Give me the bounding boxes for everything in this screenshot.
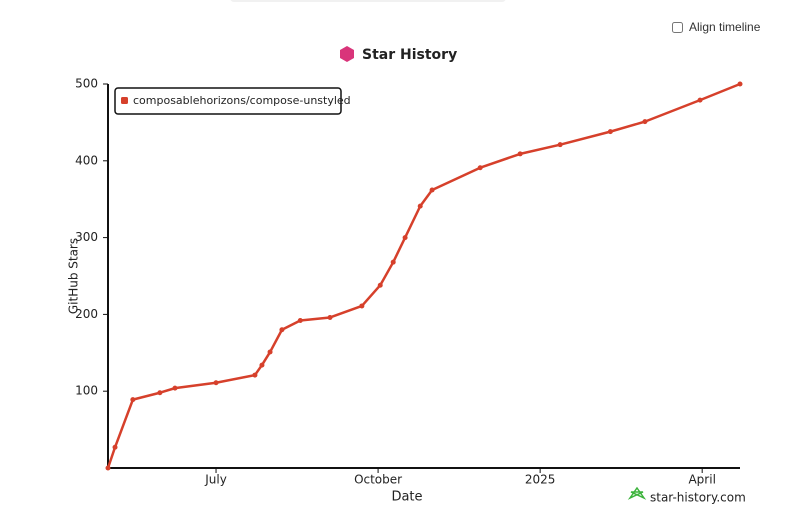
point — [327, 314, 333, 320]
checkbox[interactable] — [672, 21, 683, 33]
y-tick-label: 300 — [75, 230, 98, 244]
point — [517, 151, 523, 157]
x-tick-label: April — [688, 473, 715, 487]
legend-label: composablehorizons/compose-unstyled — [133, 94, 351, 107]
legend-swatch — [121, 97, 128, 104]
x-tick-label: October — [354, 473, 402, 487]
watermark: star-history.com — [650, 491, 746, 505]
point — [213, 380, 219, 386]
point — [417, 203, 423, 209]
point — [157, 390, 163, 396]
legend-box — [114, 87, 342, 115]
x-axis-label: Date — [391, 490, 422, 505]
point — [429, 187, 435, 193]
y-tick-label: 500 — [75, 77, 98, 91]
point — [697, 97, 703, 103]
point — [172, 385, 178, 391]
point — [607, 129, 613, 135]
y-axis-label: GitHub Stars — [67, 238, 81, 314]
chart-title: Star History — [362, 47, 457, 63]
point — [297, 318, 303, 324]
point — [359, 303, 365, 309]
top-bar — [230, 0, 506, 2]
point — [279, 327, 285, 333]
y-tick-label: 100 — [75, 384, 98, 398]
x-tick-label: 2025 — [525, 473, 556, 487]
point — [390, 259, 396, 265]
point — [130, 397, 136, 403]
watermark-icon — [627, 486, 647, 500]
y-tick-label: 200 — [75, 307, 98, 321]
point — [112, 444, 118, 450]
x-tick-label: July — [204, 473, 227, 487]
point — [642, 119, 648, 125]
logo — [340, 46, 354, 62]
point — [557, 142, 563, 148]
toggle-label: Align timeline — [689, 20, 761, 34]
align-toggle[interactable]: Align timeline — [672, 20, 760, 34]
point — [377, 282, 383, 288]
point — [252, 372, 258, 378]
y-tick-label: 400 — [75, 153, 98, 167]
point — [477, 165, 483, 171]
point — [737, 81, 743, 87]
point — [402, 235, 408, 241]
line — [106, 82, 741, 469]
point — [105, 465, 111, 471]
point — [267, 349, 273, 355]
point — [259, 362, 265, 368]
